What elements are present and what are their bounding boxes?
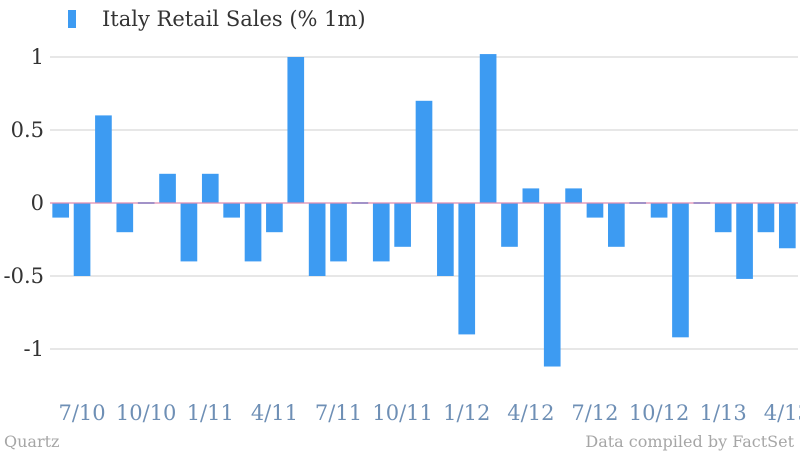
gridlines: [50, 56, 798, 350]
bar: [672, 203, 689, 338]
bar: [330, 203, 347, 262]
bar: [565, 188, 582, 203]
y-tick-label: 0: [31, 191, 44, 215]
bar: [778, 203, 796, 249]
x-tick-label: 10/10: [116, 401, 177, 425]
bar: [650, 203, 668, 218]
bar: [522, 188, 540, 203]
legend: Italy Retail Sales (% 1m): [68, 4, 366, 34]
bar: [244, 203, 262, 262]
bar: [159, 173, 176, 203]
bar: [73, 203, 91, 276]
x-axis: 7/10 10/10 1/11 4/11 7/11 10/11 1/12 4/12 7/12 10…: [58, 401, 800, 425]
bar: [394, 203, 411, 247]
bar: [180, 203, 198, 262]
bar: [608, 203, 625, 247]
bar: [714, 203, 732, 233]
x-tick-label: 4/11: [251, 401, 298, 425]
bar: [479, 54, 497, 203]
bar: [95, 115, 112, 203]
bar: [116, 203, 134, 233]
source-credit: Quartz: [4, 432, 60, 451]
bar: [287, 57, 305, 203]
x-tick-label: 1/13: [700, 401, 747, 425]
bar: [736, 203, 753, 279]
bar: [223, 203, 240, 218]
x-tick-label: 7/12: [571, 401, 618, 425]
bar: [372, 203, 390, 262]
x-tick-label: 1/11: [187, 401, 234, 425]
x-tick-label: 7/11: [315, 401, 362, 425]
x-tick-label: 4/12: [507, 401, 554, 425]
bar: [458, 203, 476, 335]
legend-swatch: [68, 10, 76, 28]
x-tick-label: 10/11: [372, 401, 433, 425]
x-tick-label: 7/10: [58, 401, 105, 425]
y-axis: 1 0.5 0 -0.5 -1: [4, 45, 45, 361]
bar: [201, 173, 219, 203]
bar: [415, 100, 433, 203]
bar: [543, 203, 561, 367]
bar: [586, 203, 604, 218]
bar: [52, 203, 70, 218]
y-tick-label: -0.5: [4, 264, 45, 288]
bar: [501, 203, 518, 247]
x-tick-label: 1/12: [443, 401, 490, 425]
y-tick-label: -1: [24, 337, 44, 361]
bar: [437, 203, 454, 276]
bar: [308, 203, 326, 276]
bar: [266, 203, 283, 233]
data-credit: Data compiled by FactSet: [585, 432, 794, 451]
legend-label: Italy Retail Sales (% 1m): [102, 7, 366, 31]
bar-series: [52, 54, 796, 367]
y-tick-label: 1: [31, 45, 44, 69]
bar: [757, 203, 775, 233]
y-tick-label: 0.5: [11, 118, 44, 142]
x-tick-label: 4/13: [764, 401, 800, 425]
x-tick-label: 10/12: [629, 401, 690, 425]
